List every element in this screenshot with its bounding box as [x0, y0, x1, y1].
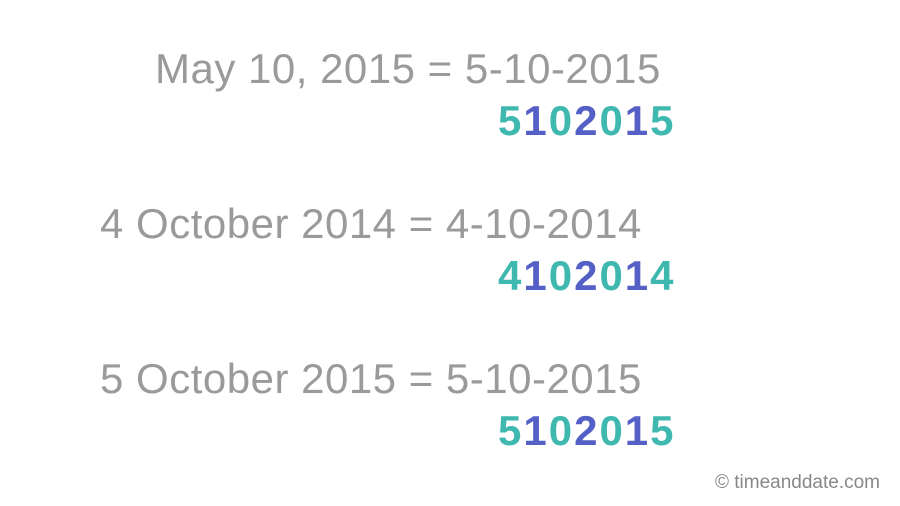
palindrome-char: 2: [574, 407, 599, 454]
palindrome-char: 1: [625, 252, 650, 299]
palindrome-char: 0: [599, 97, 624, 144]
palindrome-text: 5102015: [0, 97, 676, 145]
date-text: May 10, 2015 = 5-10-2015: [0, 45, 661, 93]
palindrome-char: 1: [625, 407, 650, 454]
palindrome-char: 1: [523, 252, 548, 299]
palindrome-char: 4: [498, 252, 523, 299]
date-text: 4 October 2014 = 4-10-2014: [0, 200, 642, 248]
palindrome-char: 1: [625, 97, 650, 144]
copyright-text: © timeanddate.com: [715, 472, 880, 494]
date-row: 4 October 2014 = 4-10-20144102014: [0, 200, 900, 300]
palindrome-char: 2: [574, 252, 599, 299]
date-row: May 10, 2015 = 5-10-20155102015: [0, 45, 900, 145]
date-text: 5 October 2015 = 5-10-2015: [0, 355, 642, 403]
palindrome-char: 1: [523, 97, 548, 144]
palindrome-char: 5: [498, 407, 523, 454]
palindrome-char: 0: [599, 252, 624, 299]
palindrome-char: 0: [599, 407, 624, 454]
palindrome-text: 4102014: [0, 252, 676, 300]
palindrome-char: 4: [650, 252, 675, 299]
content-area: May 10, 2015 = 5-10-201551020154 October…: [0, 0, 900, 455]
palindrome-char: 0: [549, 407, 574, 454]
date-row: 5 October 2015 = 5-10-20155102015: [0, 355, 900, 455]
palindrome-char: 2: [574, 97, 599, 144]
palindrome-char: 0: [549, 97, 574, 144]
palindrome-text: 5102015: [0, 407, 676, 455]
palindrome-char: 5: [650, 407, 675, 454]
palindrome-char: 0: [549, 252, 574, 299]
palindrome-char: 5: [650, 97, 675, 144]
palindrome-char: 5: [498, 97, 523, 144]
palindrome-char: 1: [523, 407, 548, 454]
